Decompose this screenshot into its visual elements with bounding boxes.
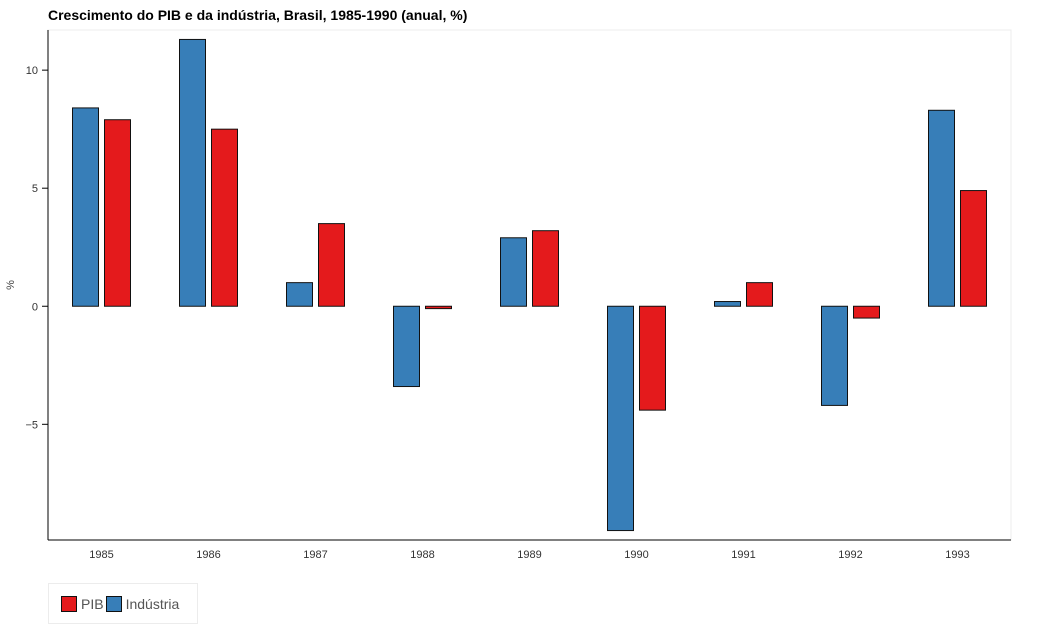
x-tick-label-1987: 1987 — [303, 549, 327, 561]
legend: PIB Indústria — [48, 583, 198, 624]
bar-industria-1991 — [714, 301, 741, 307]
x-tick-label-1986: 1986 — [196, 549, 220, 561]
y-ticks-group: −5 0 5 10 — [25, 65, 48, 431]
bar-pib-1987 — [318, 223, 345, 307]
bar-pib-1990 — [639, 305, 666, 411]
bar-pib-1993 — [960, 190, 987, 307]
x-tick-label-1992: 1992 — [838, 549, 862, 561]
bar-pib-1992 — [853, 305, 880, 319]
bar-industria-1988 — [393, 305, 420, 388]
legend-swatch-pib — [61, 595, 77, 612]
y-tick-label-0: 0 — [32, 301, 38, 313]
bar-pib-1985 — [104, 119, 131, 307]
x-tick-label-1993: 1993 — [945, 549, 969, 561]
bars-group — [72, 38, 987, 532]
x-ticks-group: 1985 1986 1987 1988 1989 1990 1991 1992 1993 — [89, 549, 969, 561]
x-tick-label-1991: 1991 — [731, 549, 755, 561]
y-axis-label: % — [5, 280, 17, 290]
bar-pib-1988 — [425, 305, 452, 310]
legend-item-industria: Indústria — [105, 595, 180, 612]
bar-industria-1990 — [607, 305, 634, 532]
x-tick-label-1990: 1990 — [624, 549, 648, 561]
y-tick-label-10: 10 — [26, 65, 38, 77]
bar-industria-1985 — [72, 107, 99, 307]
bar-pib-1986 — [211, 128, 238, 307]
y-tick-label-5: 5 — [32, 183, 38, 195]
legend-swatch-industria — [105, 595, 122, 612]
y-tick-label--5: −5 — [25, 419, 38, 431]
x-tick-label-1985: 1985 — [89, 549, 113, 561]
x-tick-label-1988: 1988 — [410, 549, 434, 561]
bar-industria-1993 — [928, 109, 955, 307]
bar-industria-1992 — [821, 305, 848, 406]
bar-pib-1991 — [746, 282, 773, 307]
bar-pib-1989 — [532, 230, 559, 307]
legend-label-industria: Indústria — [125, 595, 180, 612]
legend-item-pib: PIB — [61, 595, 104, 612]
bar-industria-1986 — [179, 38, 206, 307]
bar-industria-1987 — [286, 282, 313, 307]
chart-title: Crescimento do PIB e da indústria, Brasi… — [48, 7, 468, 23]
x-tick-label-1989: 1989 — [517, 549, 541, 561]
bar-industria-1989 — [500, 237, 527, 307]
legend-label-pib: PIB — [81, 595, 104, 612]
